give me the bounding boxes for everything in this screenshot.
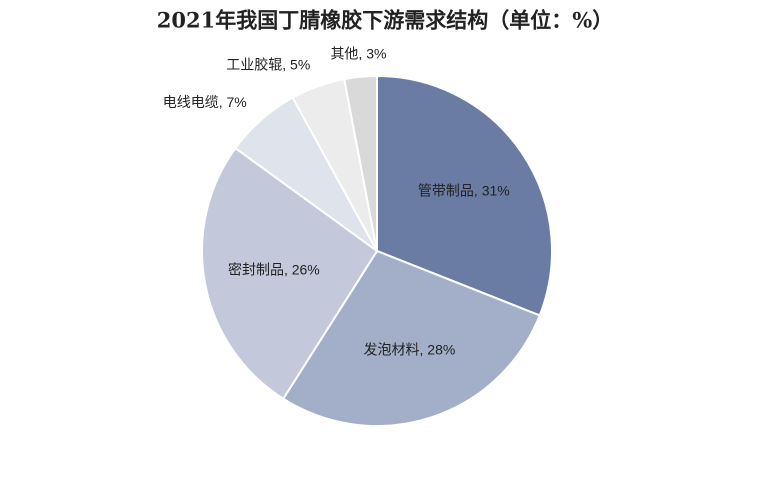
data-label: 管带制品, 31% bbox=[418, 183, 510, 199]
pie-slice bbox=[281, 249, 542, 427]
data-label: 密封制品, 26% bbox=[228, 261, 320, 277]
pie-slice bbox=[376, 74, 553, 317]
pie-slice bbox=[201, 146, 379, 401]
data-label: 其他, 3% bbox=[330, 46, 386, 62]
pie-slice bbox=[343, 74, 378, 252]
data-label: 工业胶辊, 5% bbox=[226, 56, 310, 72]
data-label: 发泡材料, 28% bbox=[364, 342, 456, 358]
data-label: 电线电缆, 7% bbox=[163, 94, 247, 110]
chart-title: 2021年我国丁腈橡胶下游需求结构（单位：%） bbox=[157, 8, 613, 33]
